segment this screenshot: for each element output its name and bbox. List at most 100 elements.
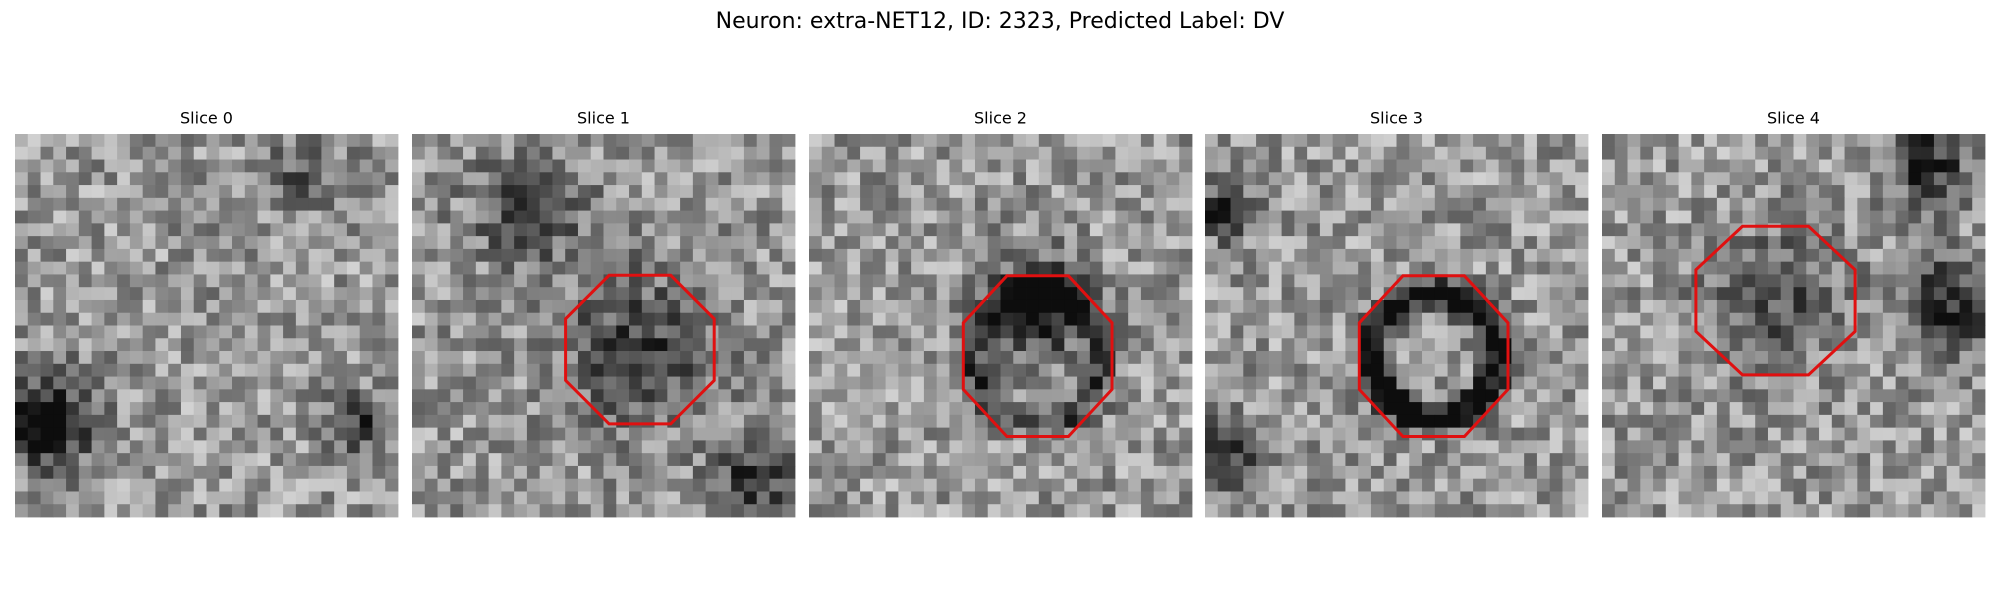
pixel [565,414,579,429]
pixel [40,159,54,173]
pixel [1128,491,1142,505]
pixel [1038,172,1052,186]
pixel [1908,210,1922,224]
pixel [1653,414,1667,429]
pixel [412,325,426,339]
pixel [1806,427,1820,441]
pixel [1627,248,1641,263]
pixel [66,478,80,492]
pixel [949,146,963,160]
pixel [654,248,668,263]
pixel [27,261,41,275]
pixel [641,261,655,275]
pixel [603,261,617,275]
pixel [667,402,681,416]
pixel [1473,185,1487,199]
pixel [1575,414,1589,429]
pixel [1013,248,1027,263]
pixel [1549,504,1563,518]
pixel [834,363,848,377]
pixel [1933,146,1948,160]
pixel [1562,478,1576,492]
pixel [232,453,246,467]
pixel [1921,287,1935,301]
pixel [1013,299,1027,314]
pixel [40,210,54,224]
pixel [1933,261,1948,275]
pixel [1102,274,1116,288]
pixel [1115,197,1129,211]
pixel [1691,338,1705,352]
pixel [244,338,258,352]
pixel [1345,389,1359,403]
pixel [1294,261,1308,275]
pixel [334,414,348,429]
pixel [1153,299,1167,314]
pixel [206,440,220,454]
pixel [1665,325,1679,339]
pixel [1972,376,1986,390]
pixel [680,504,694,518]
pixel [1882,223,1897,237]
pixel [1831,440,1845,454]
pixel [1946,504,1960,518]
pixel [321,223,335,237]
pixel [155,478,169,492]
pixel [1524,363,1538,377]
pixel [1614,478,1628,492]
pixel [1653,427,1667,441]
pixel [1038,351,1052,365]
pixel [1959,312,1973,326]
pixel [1217,274,1231,288]
pixel [782,478,796,492]
pixel [142,274,156,288]
pixel [1959,414,1973,429]
pixel [1332,478,1346,492]
pixel [1256,325,1270,339]
pixel [1882,172,1897,186]
pixel [1895,325,1909,339]
pixel [1205,363,1219,377]
pixel [1205,287,1219,301]
pixel [1166,376,1180,390]
pixel [1780,274,1794,288]
pixel [1908,197,1922,211]
pixel [257,478,271,492]
pixel [1908,504,1922,518]
pixel [1026,197,1040,211]
pixel [257,185,271,199]
pixel [1422,248,1436,263]
pixel [219,134,233,148]
pixel [142,299,156,314]
pixel [1780,351,1794,365]
pixel [629,210,643,224]
pixel [1396,159,1410,173]
pixel [1562,325,1576,339]
pixel [1716,223,1731,237]
pixel [1665,453,1679,467]
pixel [1549,453,1563,467]
pixel [501,402,515,416]
pixel [117,376,131,390]
pixel [1806,414,1820,429]
pixel [129,248,144,263]
pixel [1332,414,1346,429]
pixel [949,465,963,480]
pixel [847,351,861,365]
pixel [718,325,732,339]
pixel [1370,338,1385,352]
pixel [821,223,835,237]
pixel [295,465,310,480]
pixel [1895,210,1909,224]
pixel [129,146,144,160]
pixel [180,478,195,492]
pixel [27,172,41,186]
pixel [334,453,348,467]
pixel [104,261,118,275]
pixel [1064,453,1078,467]
pixel [1115,478,1129,492]
pixel [424,465,438,480]
pixel [1383,134,1397,148]
pixel [680,325,694,339]
pixel [1678,274,1692,288]
